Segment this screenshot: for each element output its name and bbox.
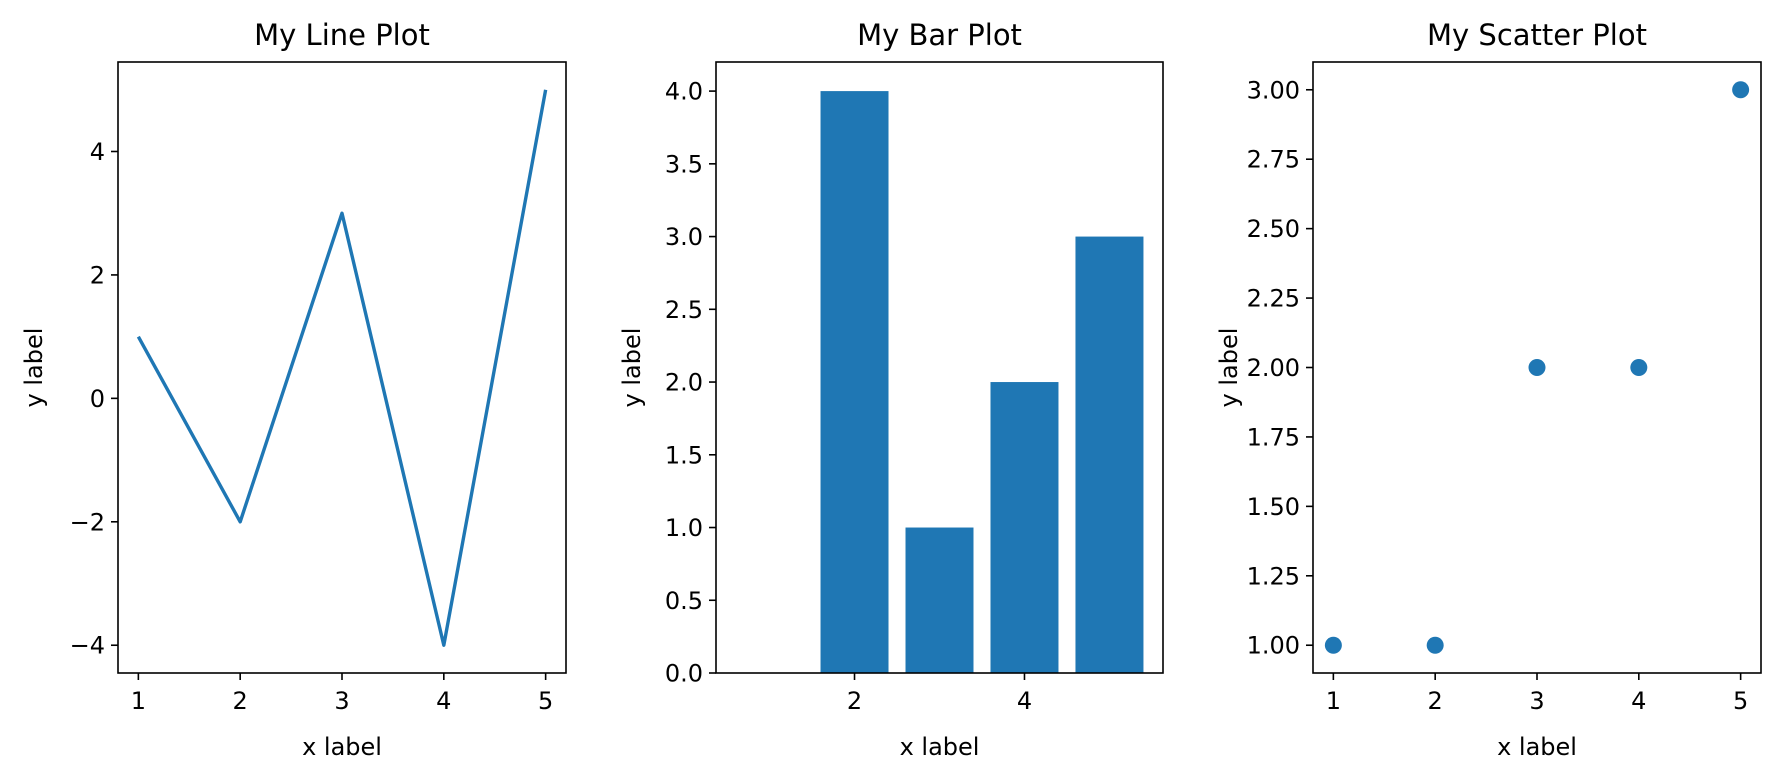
scatter-point (1426, 636, 1444, 654)
x-tick-label: 3 (1529, 687, 1544, 715)
y-tick-label: 1.25 (1247, 562, 1300, 590)
x-axis-label: x label (302, 733, 382, 761)
y-tick-label: 0 (90, 385, 105, 413)
bar-4 (990, 382, 1059, 673)
x-tick-label: 3 (334, 687, 349, 715)
y-tick-label: 3.00 (1247, 76, 1300, 104)
subplot-2: 2 4 0.0 0.5 1.0 1.5 2.0 2.5 3.0 3.5 4.0 My Bar Plot… (618, 18, 1164, 761)
y-axis-label: y label (20, 328, 48, 408)
subplot-3: 1 2 3 4 5 1.00 1.25 1.50 1.75 2.00 2.25 2.50 2.75 3.0… (1215, 18, 1762, 761)
x-tick-label: 4 (1017, 687, 1032, 715)
y-axis-label: y label (1215, 328, 1243, 408)
y-tick-label: 4 (90, 138, 105, 166)
x-tick-label: 1 (1326, 687, 1341, 715)
scatter-point (1528, 359, 1546, 376)
y-tick-label: 4.0 (665, 78, 703, 106)
x-tick-label: 4 (1631, 687, 1646, 715)
y-tick-label: 2.0 (665, 369, 703, 397)
x-tick-label: 5 (538, 687, 553, 715)
y-tick-label: 2 (90, 261, 105, 289)
x-axis-label: x label (1497, 733, 1577, 761)
y-tick-label: 1.75 (1247, 423, 1300, 451)
line-series (136, 89, 548, 647)
chart-title: My Scatter Plot (1427, 18, 1647, 52)
y-tick-label: 0.5 (665, 587, 703, 615)
x-tick-label: 2 (847, 687, 862, 715)
y-tick-label: 3.0 (665, 223, 703, 251)
y-axis-label: y label (618, 328, 646, 408)
chart-title: My Bar Plot (857, 18, 1022, 52)
y-tick-label: 1.5 (665, 441, 703, 469)
y-tick-label: −4 (70, 632, 105, 660)
y-tick-label: 2.50 (1247, 215, 1300, 243)
bar-5 (1075, 236, 1144, 674)
x-tick-label: 4 (436, 687, 451, 715)
scatter-point (1630, 359, 1648, 376)
y-tick-label: 2.25 (1247, 285, 1300, 313)
y-tick-label: 0.0 (665, 660, 703, 688)
y-tick-label: 1.00 (1247, 632, 1300, 660)
y-tick-label: 2.5 (665, 296, 703, 324)
scatter-point (1732, 81, 1750, 99)
y-tick-label: 1.50 (1247, 493, 1300, 521)
bar-3 (905, 527, 974, 673)
y-tick-label: 3.5 (665, 150, 703, 178)
subplot-1: 1 2 3 4 5 −4 −2 0 2 4 My Line Plot x label y label (20, 18, 567, 761)
y-tick-label: 1.0 (665, 514, 703, 542)
x-tick-label: 2 (1428, 687, 1443, 715)
y-tick-label: −2 (70, 508, 105, 536)
x-tick-label: 5 (1733, 687, 1748, 715)
chart-title: My Line Plot (254, 18, 430, 52)
axes-frame (715, 61, 1164, 674)
x-tick-label: 1 (131, 687, 146, 715)
scatter-point (1324, 636, 1342, 654)
axes-frame (117, 61, 567, 674)
bar-2 (820, 91, 889, 674)
x-tick-label: 2 (233, 687, 248, 715)
y-tick-label: 2.00 (1247, 354, 1300, 382)
x-axis-label: x label (900, 733, 980, 761)
y-tick-label: 2.75 (1247, 146, 1300, 174)
